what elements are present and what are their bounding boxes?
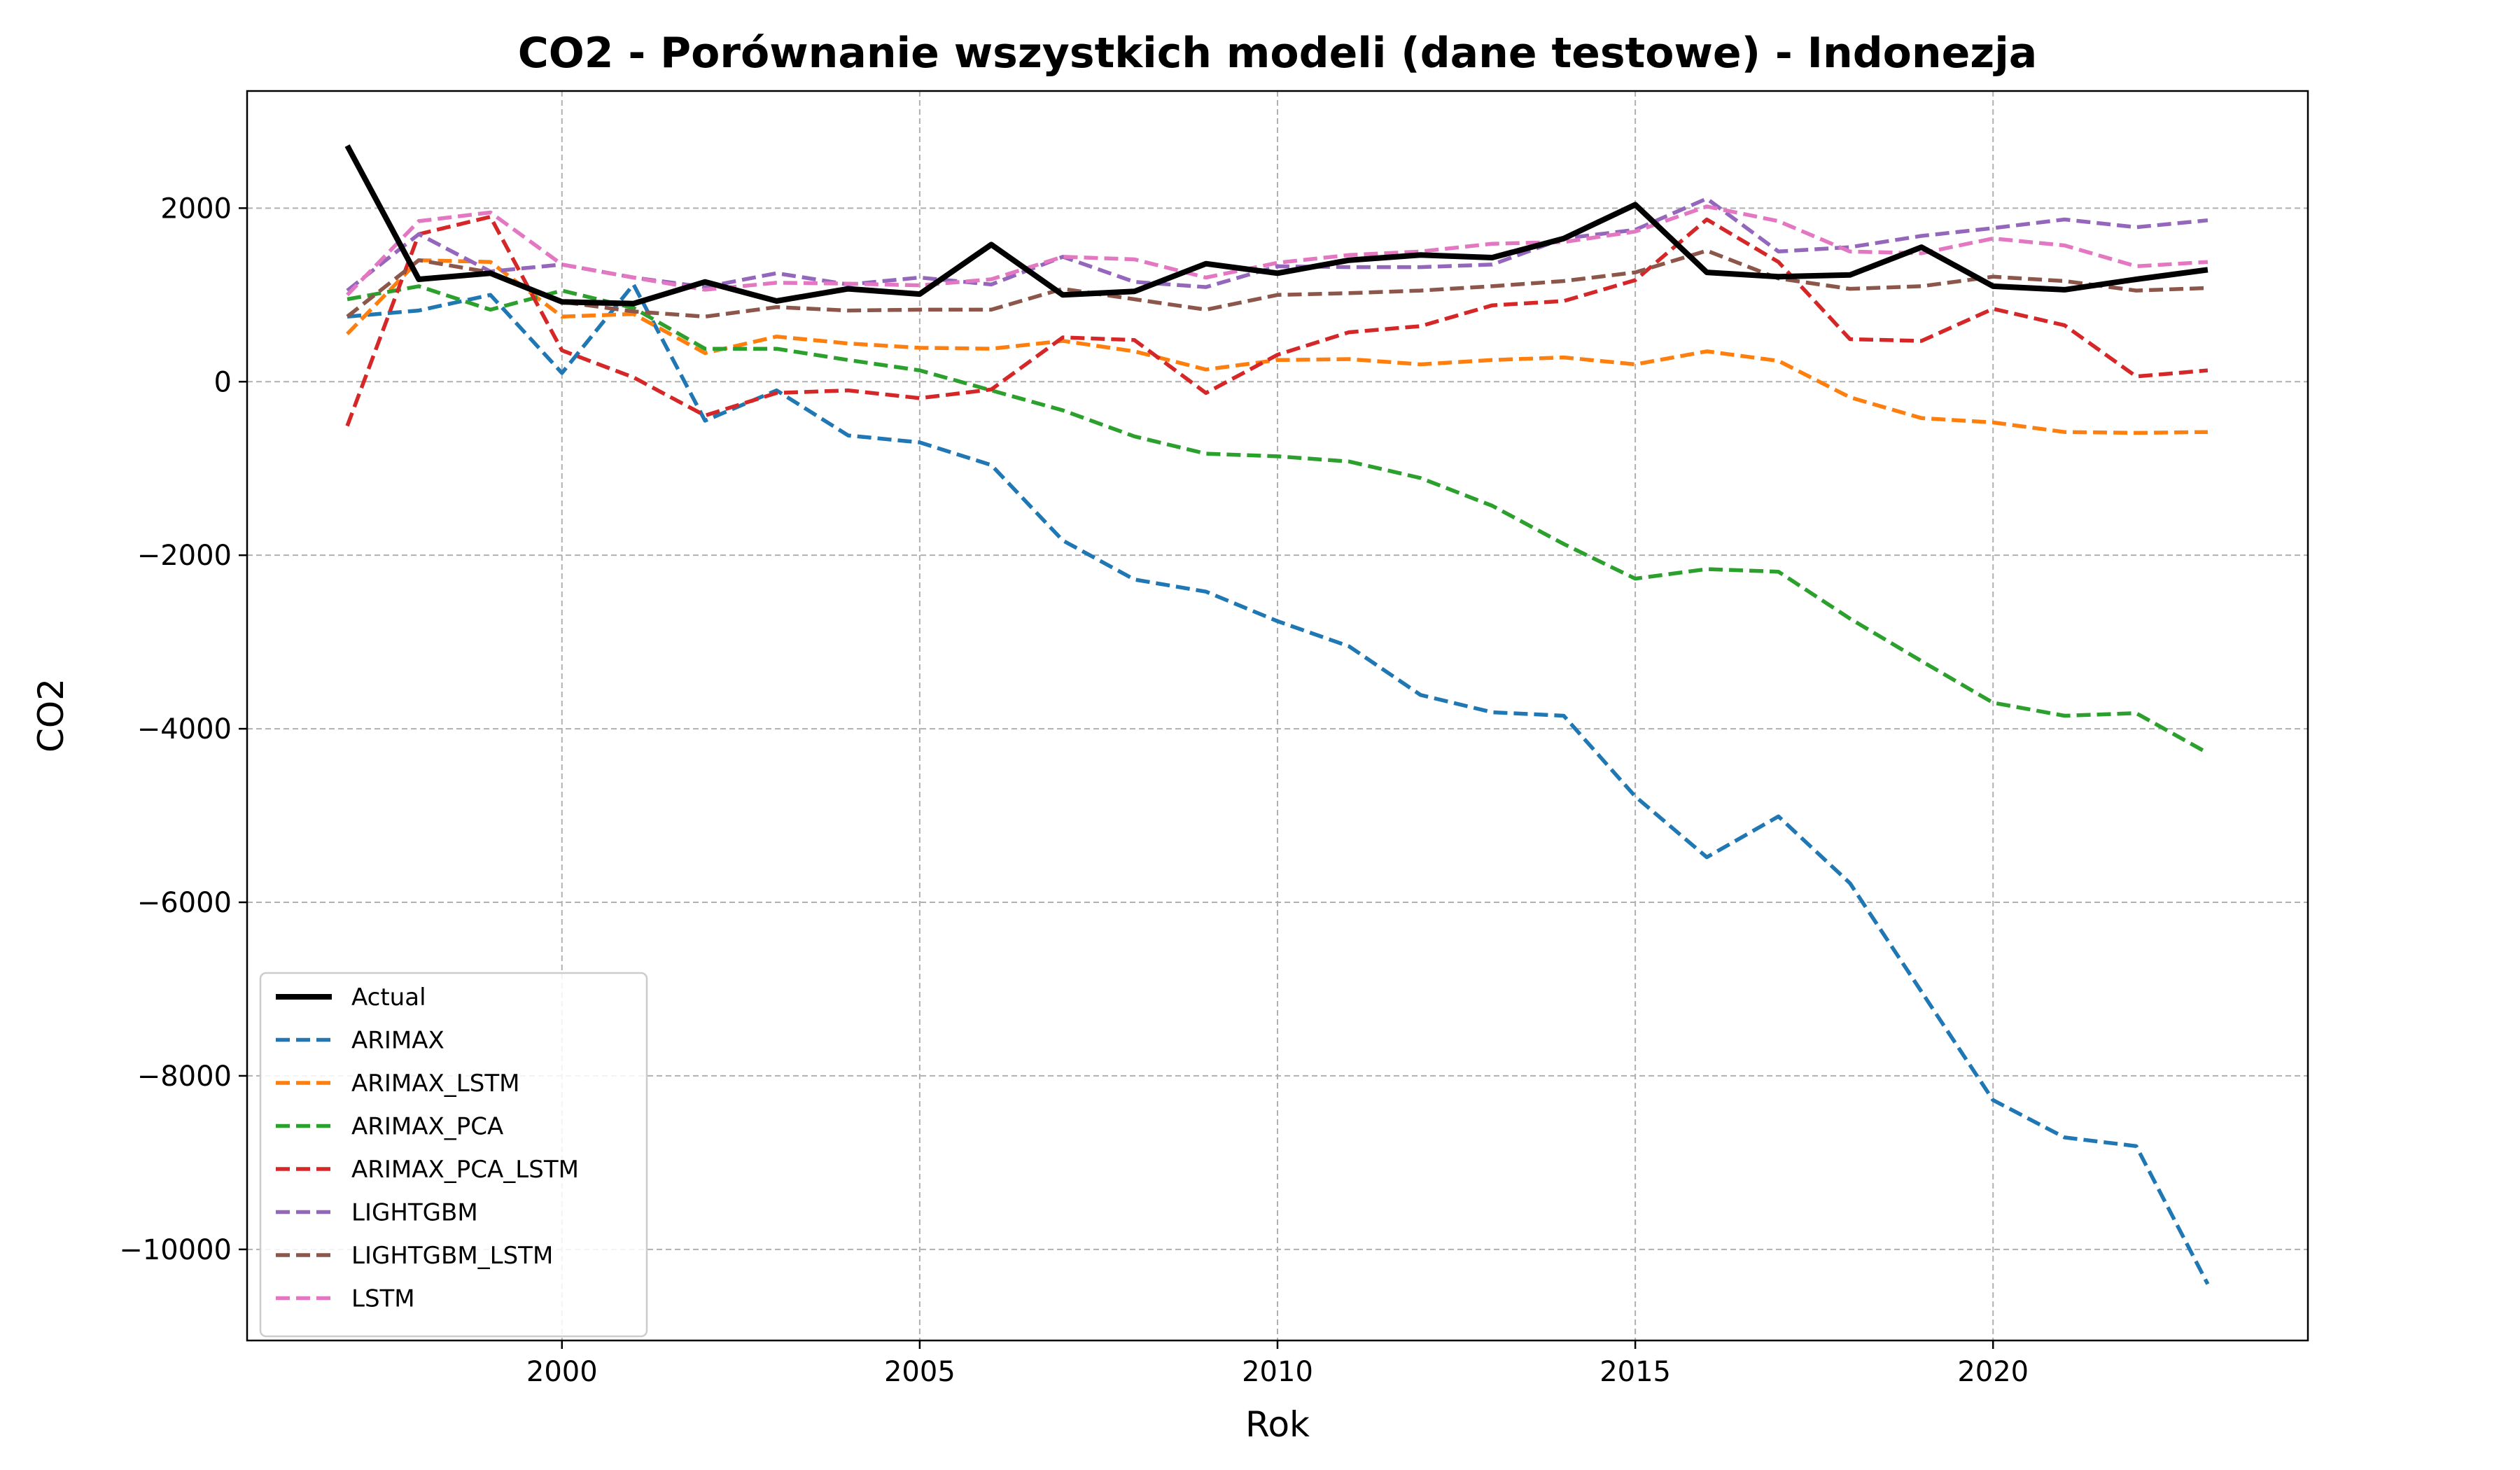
series-line-arimax [346,282,2210,1285]
x-tick-label: 2015 [1600,1356,1671,1388]
series-line-arimax-pca-lstm [345,214,2208,427]
legend-label-arimax-pca: ARIMAX_PCA [351,1113,503,1141]
series-line-lightgbm-lstm [346,248,2208,319]
x-tick-label: 2010 [1242,1356,1313,1388]
series-line-arimax-pca [346,284,2209,755]
y-axis-label: CO2 [31,678,71,752]
legend-box [259,972,648,1338]
series-line-actual [344,144,2208,307]
series-layer [344,144,2210,1285]
y-tick-label: −8000 [137,1060,232,1093]
legend-label-lstm: LSTM [351,1285,415,1313]
x-tick-label: 2005 [884,1356,955,1388]
y-tick-label: −4000 [137,713,232,746]
legend-label-arimax-lstm: ARIMAX_LSTM [351,1070,519,1098]
y-tick-label: 0 [214,366,232,398]
legend-label-arimax: ARIMAX [351,1027,444,1055]
y-tick-label: −6000 [137,887,232,919]
x-tick-label: 2000 [526,1356,598,1388]
legend-label-lightgbm: LIGHTGBM [351,1199,478,1227]
legend-label-actual: Actual [351,983,426,1011]
series-line-arimax-lstm [346,258,2208,435]
series-line-lightgbm [346,196,2208,293]
tick-layer: 2000 2005 2010 2015 2020 −10000 −8000 −6000 −400… [119,192,2029,1388]
legend-label-arimax-pca-lstm: ARIMAX_PCA_LSTM [351,1156,579,1184]
legend: Actual ARIMAX ARIMAX_LSTM ARIMAX_PCA ARIMAX_… [259,972,648,1338]
y-tick-label: −10000 [119,1234,232,1266]
y-tick-label: −2000 [137,540,232,572]
y-tick-label: 2000 [160,192,232,225]
legend-label-lightgbm-lstm: LIGHTGBM_LSTM [351,1242,553,1270]
x-axis-label: Rok [1245,1404,1310,1445]
x-tick-label: 2020 [1957,1356,2029,1388]
chart-title: CO2 - Porównanie wszystkich modeli (dane… [518,29,2038,78]
